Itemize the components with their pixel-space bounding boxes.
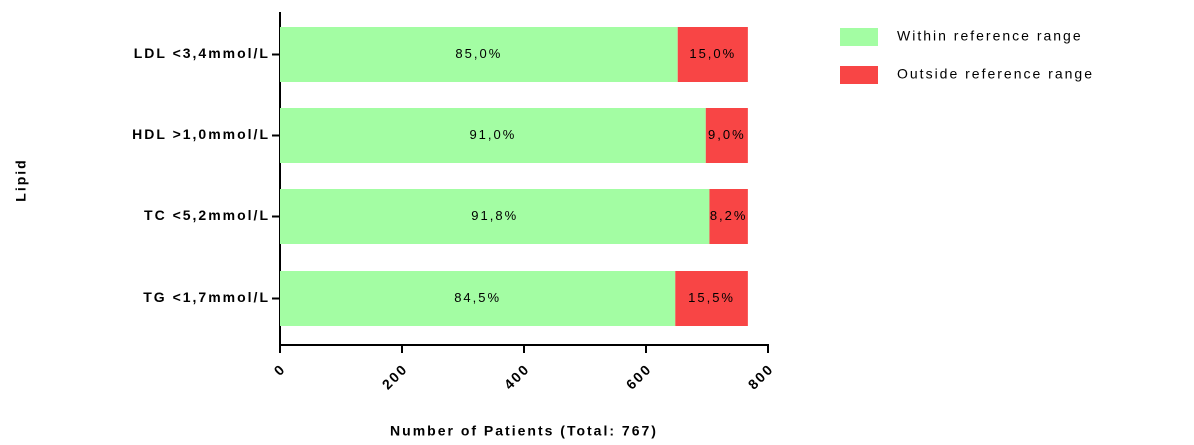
- bar-segment: [677, 27, 748, 82]
- y-tick-label: TG <1,7mmol/L: [143, 289, 270, 305]
- y-tick-label: LDL <3,4mmol/L: [134, 45, 270, 61]
- value-label: 91,0%: [469, 127, 516, 142]
- bar-segment: [709, 189, 748, 244]
- y-tick-label: HDL >1,0mmol/L: [132, 126, 270, 142]
- legend-swatch: [840, 66, 878, 84]
- value-label: 8,2%: [710, 208, 748, 223]
- bar-segment: [675, 271, 748, 326]
- legend-label: Outside reference range: [897, 66, 1094, 82]
- value-label: 91,8%: [471, 208, 518, 223]
- x-tick-label: 400: [501, 360, 533, 392]
- x-tick-label: 0: [270, 360, 288, 378]
- bar-segment: [280, 271, 676, 326]
- value-label: 84,5%: [454, 290, 501, 305]
- x-tick-label: 200: [379, 360, 411, 392]
- x-tick-label: 800: [745, 360, 777, 392]
- value-label: 15,0%: [689, 46, 736, 61]
- bar-segment: [280, 27, 678, 82]
- bar-segment: [280, 189, 710, 244]
- value-label: 9,0%: [708, 127, 746, 142]
- bar-segment: [280, 108, 706, 163]
- bar-segment: [705, 108, 748, 163]
- x-tick-label: 600: [623, 360, 655, 392]
- value-label: 85,0%: [455, 46, 502, 61]
- x-axis-title: Number of Patients (Total: 767): [390, 423, 658, 439]
- y-axis-title: Lipid: [13, 158, 29, 201]
- legend-swatch: [840, 28, 878, 46]
- value-label: 15,5%: [688, 290, 735, 305]
- legend-label: Within reference range: [897, 28, 1083, 44]
- y-tick-label: TC <5,2mmol/L: [144, 207, 270, 223]
